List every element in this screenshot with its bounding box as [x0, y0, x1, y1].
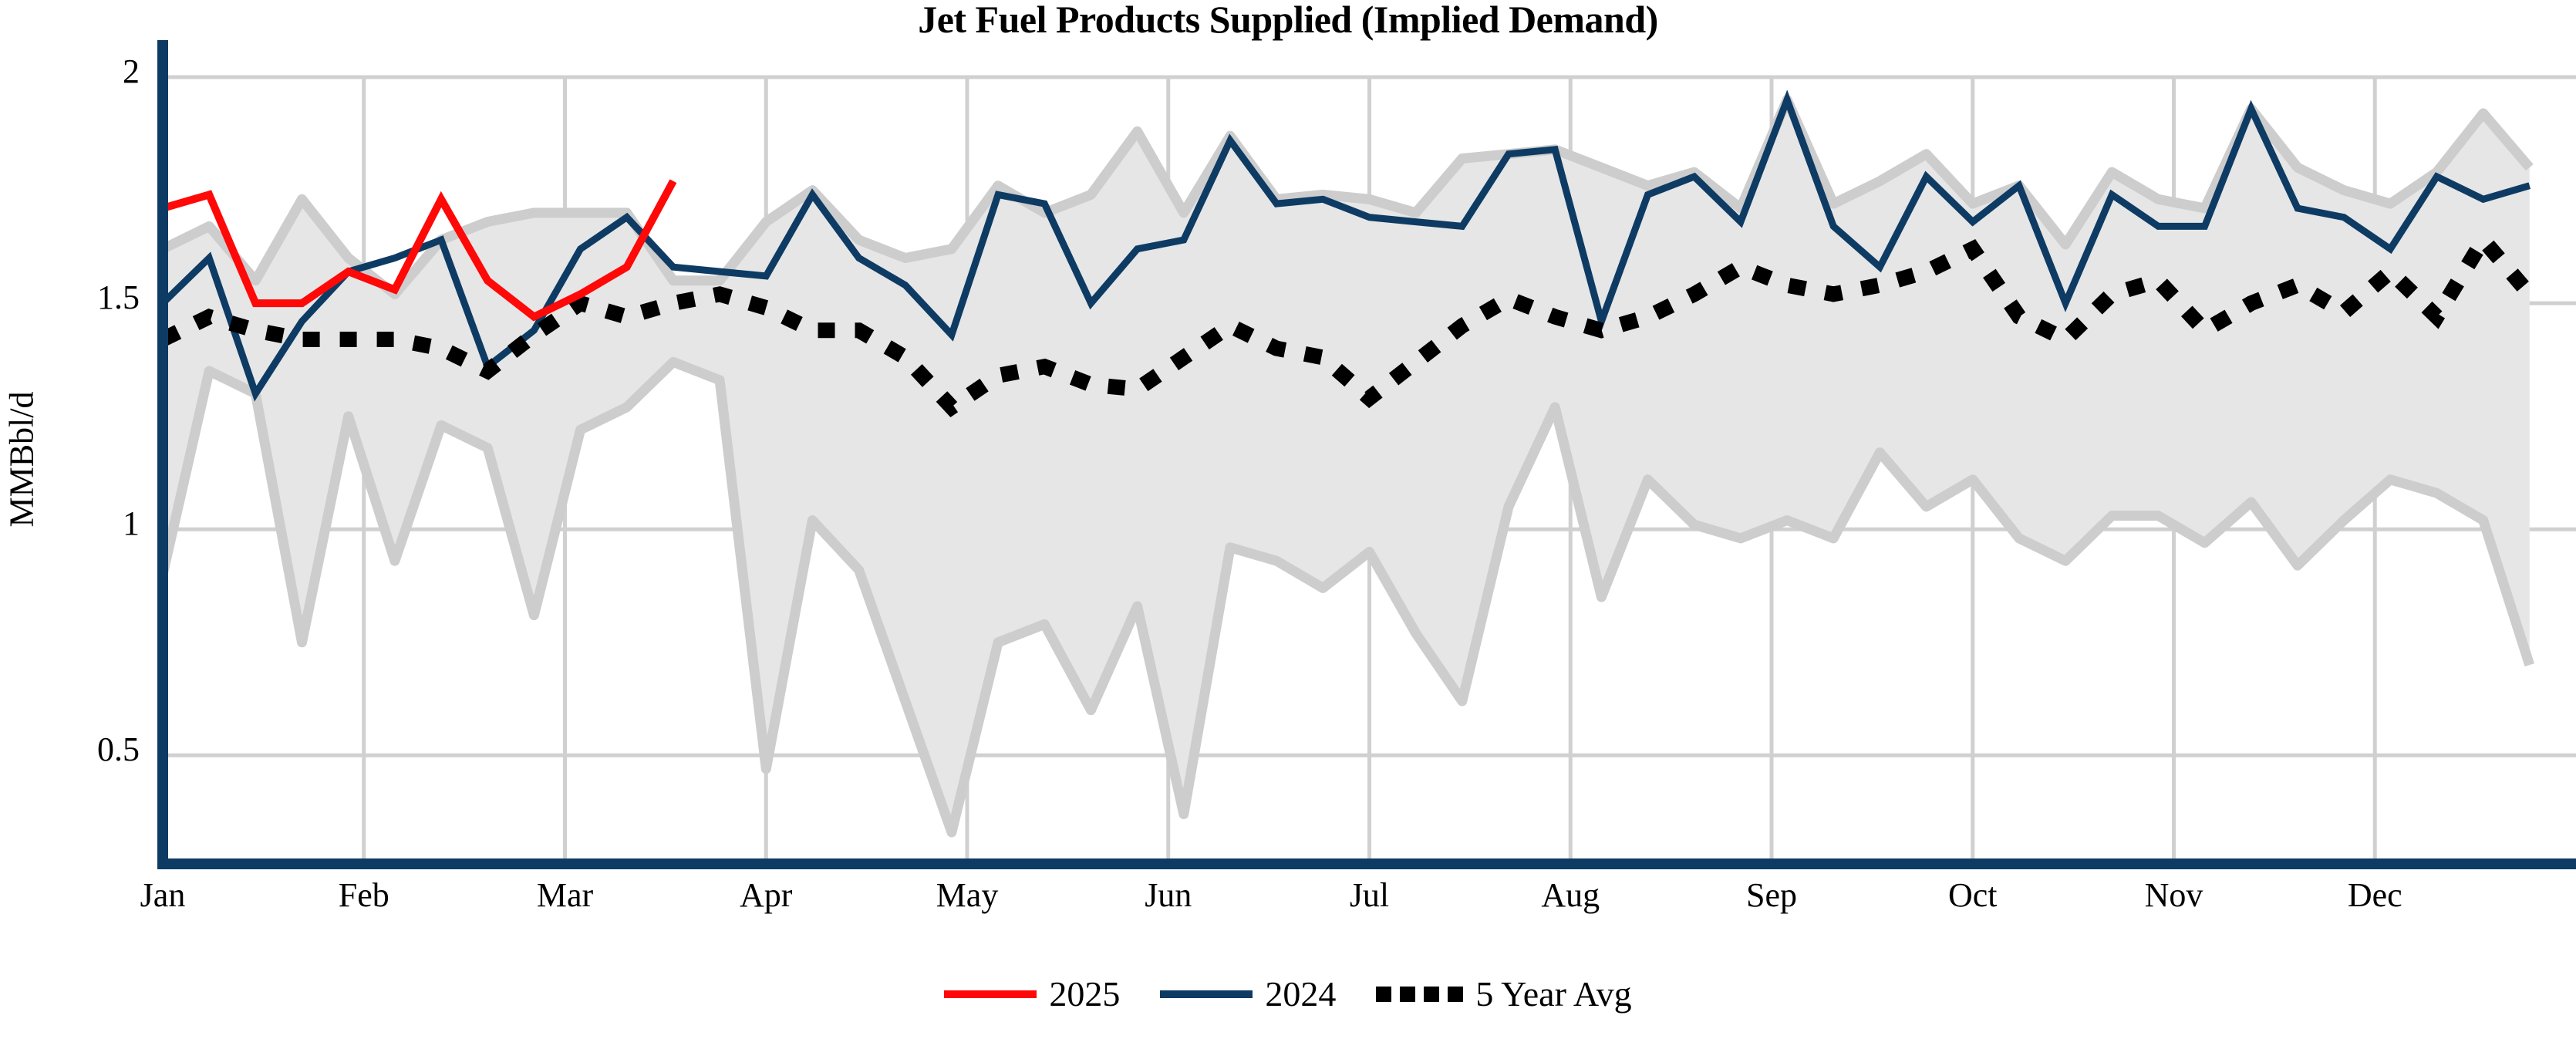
legend-label-2025: 2025	[1049, 974, 1121, 1014]
y-tick-1: 1	[123, 504, 140, 543]
x-tick-nov: Nov	[2144, 876, 2203, 914]
legend-label-2024: 2024	[1265, 974, 1337, 1014]
chart-title: Jet Fuel Products Supplied (Implied Dema…	[918, 0, 1658, 41]
x-tick-sep: Sep	[1746, 876, 1797, 914]
x-tick-jan: Jan	[140, 876, 186, 914]
legend-item-5-year-avg[interactable]: 5 Year Avg	[1376, 973, 1632, 1014]
x-tick-may: May	[936, 876, 999, 914]
legend-label-5-year-avg: 5 Year Avg	[1475, 974, 1632, 1014]
x-tick-jul: Jul	[1349, 876, 1390, 914]
x-tick-feb: Feb	[338, 876, 389, 914]
x-tick-mar: Mar	[536, 876, 594, 914]
legend-swatch-2024-icon	[1160, 990, 1253, 998]
legend-item-2025[interactable]: 2025	[944, 973, 1120, 1014]
y-tick-0.5: 0.5	[97, 730, 140, 769]
legend-swatch-2025-icon	[944, 990, 1037, 998]
x-tick-jun: Jun	[1145, 876, 1192, 914]
legend-item-2024[interactable]: 2024	[1160, 973, 1336, 1014]
y-tick-2: 2	[123, 52, 140, 90]
y-tick-1.5: 1.5	[97, 278, 140, 317]
chart-legend: 2025 2024 5 Year Avg	[0, 973, 2576, 1014]
x-tick-aug: Aug	[1541, 876, 1600, 914]
x-tick-apr: Apr	[740, 876, 793, 914]
x-tick-oct: Oct	[1947, 876, 1998, 914]
legend-swatch-5yr-dotted-icon	[1376, 986, 1464, 1002]
x-tick-dec: Dec	[2347, 876, 2402, 914]
